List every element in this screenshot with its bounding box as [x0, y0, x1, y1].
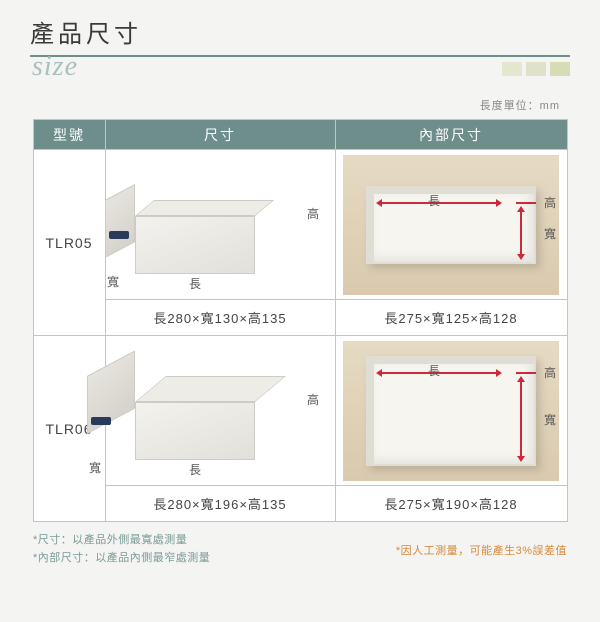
- unit-note: 長度單位：mm: [0, 83, 600, 119]
- inner-box-figure: 長 高 寬: [335, 336, 567, 486]
- table-row: 長280×寬130×高135 長275×寬125×高128: [33, 300, 567, 336]
- table-row: 長280×寬196×高135 長275×寬190×高128: [33, 486, 567, 522]
- footnote-inner: *內部尺寸：以產品內側最窄處測量: [33, 550, 210, 568]
- model-cell: TLR05: [33, 150, 105, 336]
- table-row: TLR05 高 寬 長: [33, 150, 567, 300]
- header-subtitle-script: size: [32, 51, 570, 83]
- inner-dim-text: 長275×寬125×高128: [335, 300, 567, 336]
- col-header-inner: 內部尺寸: [335, 120, 567, 150]
- inner-box-figure: 長 高 寬: [335, 150, 567, 300]
- col-header-model: 型號: [33, 120, 105, 150]
- col-header-dimensions: 尺寸: [105, 120, 335, 150]
- accent-swatches: [502, 62, 570, 76]
- inner-dim-text: 長275×寬190×高128: [335, 486, 567, 522]
- table-header-row: 型號 尺寸 內部尺寸: [33, 120, 567, 150]
- spec-table: 型號 尺寸 內部尺寸 TLR05 高 寬 長: [33, 119, 568, 522]
- outer-dim-text: 長280×寬130×高135: [105, 300, 335, 336]
- outer-dim-text: 長280×寬196×高135: [105, 486, 335, 522]
- footnotes: *尺寸：以產品外側最寬處測量 *內部尺寸：以產品內側最窄處測量 *因人工測量，可…: [33, 532, 567, 567]
- outer-box-figure: 高 寬 長: [105, 150, 335, 300]
- outer-box-figure: 高 寬 長: [105, 336, 335, 486]
- table-row: TLR06 高 寬 長: [33, 336, 567, 486]
- footnote-tolerance: *因人工測量，可能產生3%誤差值: [396, 542, 567, 558]
- footnote-outer: *尺寸：以產品外側最寬處測量: [33, 532, 210, 550]
- page-title: 產品尺寸: [30, 14, 570, 53]
